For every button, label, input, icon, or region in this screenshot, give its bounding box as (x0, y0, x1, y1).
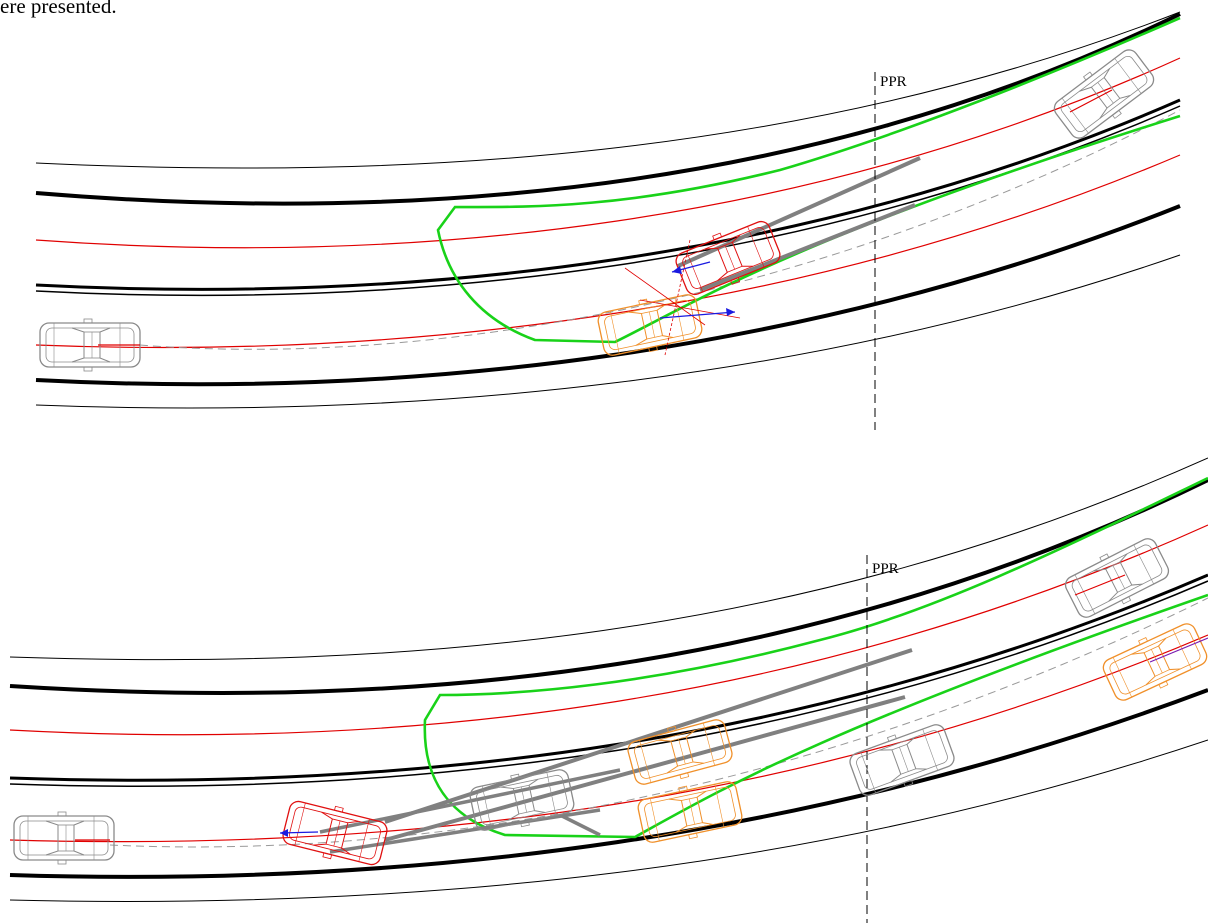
dashed-guide-line (139, 109, 1181, 350)
skid-mark-1 (384, 648, 913, 824)
vehicle-neutral-initial (13, 811, 115, 865)
impact-force-line-3 (639, 299, 741, 319)
road-edge-top (9, 478, 1208, 695)
dashed-guide-line (109, 597, 1208, 848)
road-edge-top (35, 12, 1181, 206)
road-median-line-a (35, 98, 1181, 291)
page-text-fragment: ere presented. (0, 0, 117, 18)
velocity-vector-struck (659, 311, 736, 319)
vehicle-trajectory-final (1074, 574, 1126, 596)
road-outer-boundary-bottom (9, 739, 1208, 902)
lane-path-bottom (35, 154, 1181, 349)
skid-mark-3 (319, 768, 621, 834)
road-median-line-b (9, 580, 1208, 787)
lane-path-top (35, 57, 1181, 249)
ppr-label: PPR (872, 561, 899, 577)
ppr-label: PPR (880, 74, 907, 90)
skid-mark-4 (329, 808, 601, 854)
reachable-area-envelope (436, 16, 1181, 344)
vehicle-neutral-skid (467, 763, 577, 837)
road-edge-bottom (9, 688, 1208, 879)
skid-mark-2 (699, 203, 916, 292)
lane-path-top (9, 524, 1208, 736)
vehicle-trajectory-struck-final (1149, 637, 1208, 663)
vehicle-trajectory-final (1069, 89, 1113, 113)
road-outer-boundary-top (9, 457, 1208, 661)
velocity-arrowhead-striking (280, 829, 288, 837)
diagram-panel-2: PPR (9, 457, 1208, 923)
skid-mark-2 (384, 695, 906, 842)
diagram-panel-1: PPR (35, 11, 1181, 430)
velocity-arrowhead-striking (672, 266, 682, 274)
road-outer-boundary-bottom (35, 254, 1181, 409)
lane-path-bottom (9, 634, 1208, 843)
road-outer-boundary-top (35, 11, 1181, 169)
velocity-arrowhead-struck (726, 308, 735, 316)
skid-mark-5 (559, 813, 601, 837)
vehicle-struck-final (1098, 616, 1208, 708)
reachable-area-envelope (423, 476, 1208, 839)
